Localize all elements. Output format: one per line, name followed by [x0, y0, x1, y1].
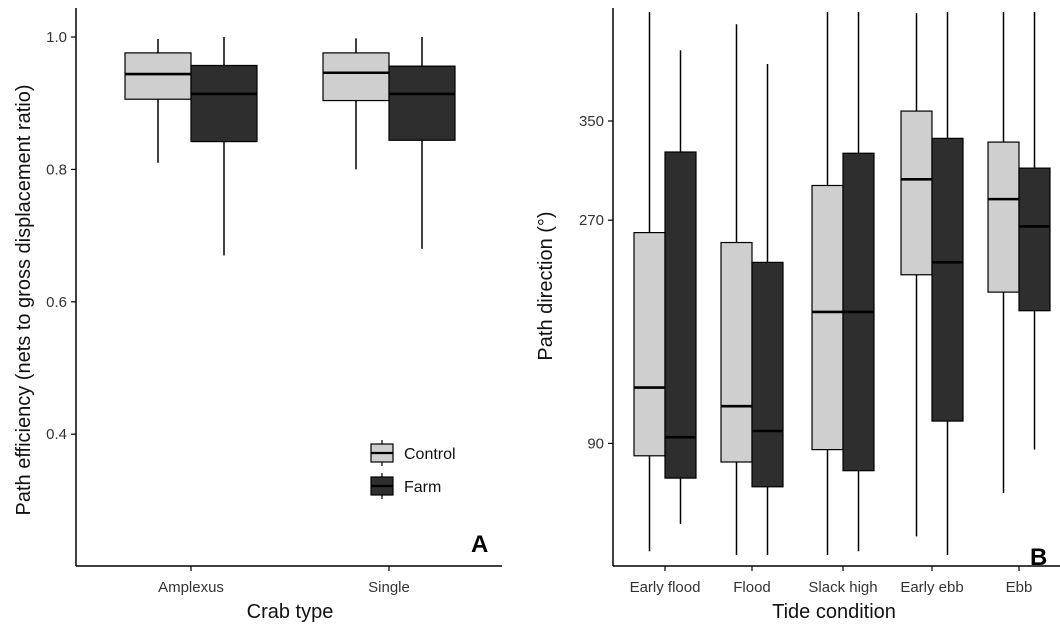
panel-b-boxes [633, 12, 1051, 555]
legend-item-farm: Farm [370, 473, 441, 499]
panel-a: 0.4 0.6 0.8 1.0 Amplexus Single Crab type Pa… [13, 8, 502, 623]
panel-b-y-tick-label: 270 [579, 212, 604, 229]
panel-b-farm-flood-box [751, 261, 784, 488]
panel-a-x-tick-label: Single [368, 579, 410, 596]
panel-b-y-ticks: 90 270 350 [579, 113, 613, 452]
panel-a-x-ticks: Amplexus Single [158, 566, 410, 596]
panel-a-farm-single-box [388, 65, 456, 141]
panel-a-control-single-box [322, 52, 390, 102]
legend-item-control: Control [370, 440, 456, 466]
panel-b-letter: B [1030, 544, 1047, 571]
panel-a-y-tick-label: 0.6 [46, 294, 67, 311]
panel-b-farm-early-ebb-box [931, 137, 964, 422]
legend-control-label: Control [404, 446, 456, 463]
panel-b-x-ticks: Early flood Flood Slack high Early ebb Ebb [630, 566, 1033, 596]
panel-b-x-tick-label: Early flood [630, 579, 701, 596]
panel-b-control-slack-high-box [811, 184, 844, 451]
panel-a-x-axis-title: Crab type [247, 601, 334, 623]
panel-b-control-ebb-box [987, 141, 1020, 293]
panel-b-farm-ebb-box [1018, 167, 1051, 312]
panel-a-boxes [124, 37, 456, 256]
panel-b-x-tick-label: Ebb [1006, 579, 1033, 596]
panel-b-y-axis-title: Path direction (°) [535, 211, 557, 360]
panel-b-y-tick-label: 350 [579, 113, 604, 130]
panel-a-y-tick-label: 0.8 [46, 161, 67, 178]
panel-b-x-tick-label: Slack high [808, 579, 877, 596]
panel-a-x-tick-label: Amplexus [158, 579, 224, 596]
panel-b-farm-early-flood-box [664, 151, 697, 479]
panel-a-y-tick-label: 0.4 [46, 426, 67, 443]
panel-a-y-ticks: 0.4 0.6 0.8 1.0 [46, 29, 76, 443]
panel-a-y-tick-label: 1.0 [46, 29, 67, 46]
panel-a-control-amplexus-box [124, 52, 192, 100]
panel-b-x-tick-label: Flood [733, 579, 771, 596]
panel-a-letter: A [471, 531, 488, 558]
panel-b-control-flood-box [720, 241, 753, 463]
panel-b-y-tick-label: 90 [587, 435, 604, 452]
legend-farm-label: Farm [404, 479, 441, 496]
panel-a-y-axis-title: Path efficiency (nets to gross displacem… [13, 85, 35, 516]
panel-b-x-axis-title: Tide condition [772, 601, 896, 623]
legend: Control Farm [370, 440, 456, 499]
panel-b-x-tick-label: Early ebb [900, 579, 963, 596]
panel-a-farm-amplexus-box [190, 64, 258, 143]
panel-b-control-early-ebb-box [900, 110, 933, 276]
panel-b-control-early-flood-box [633, 232, 666, 457]
